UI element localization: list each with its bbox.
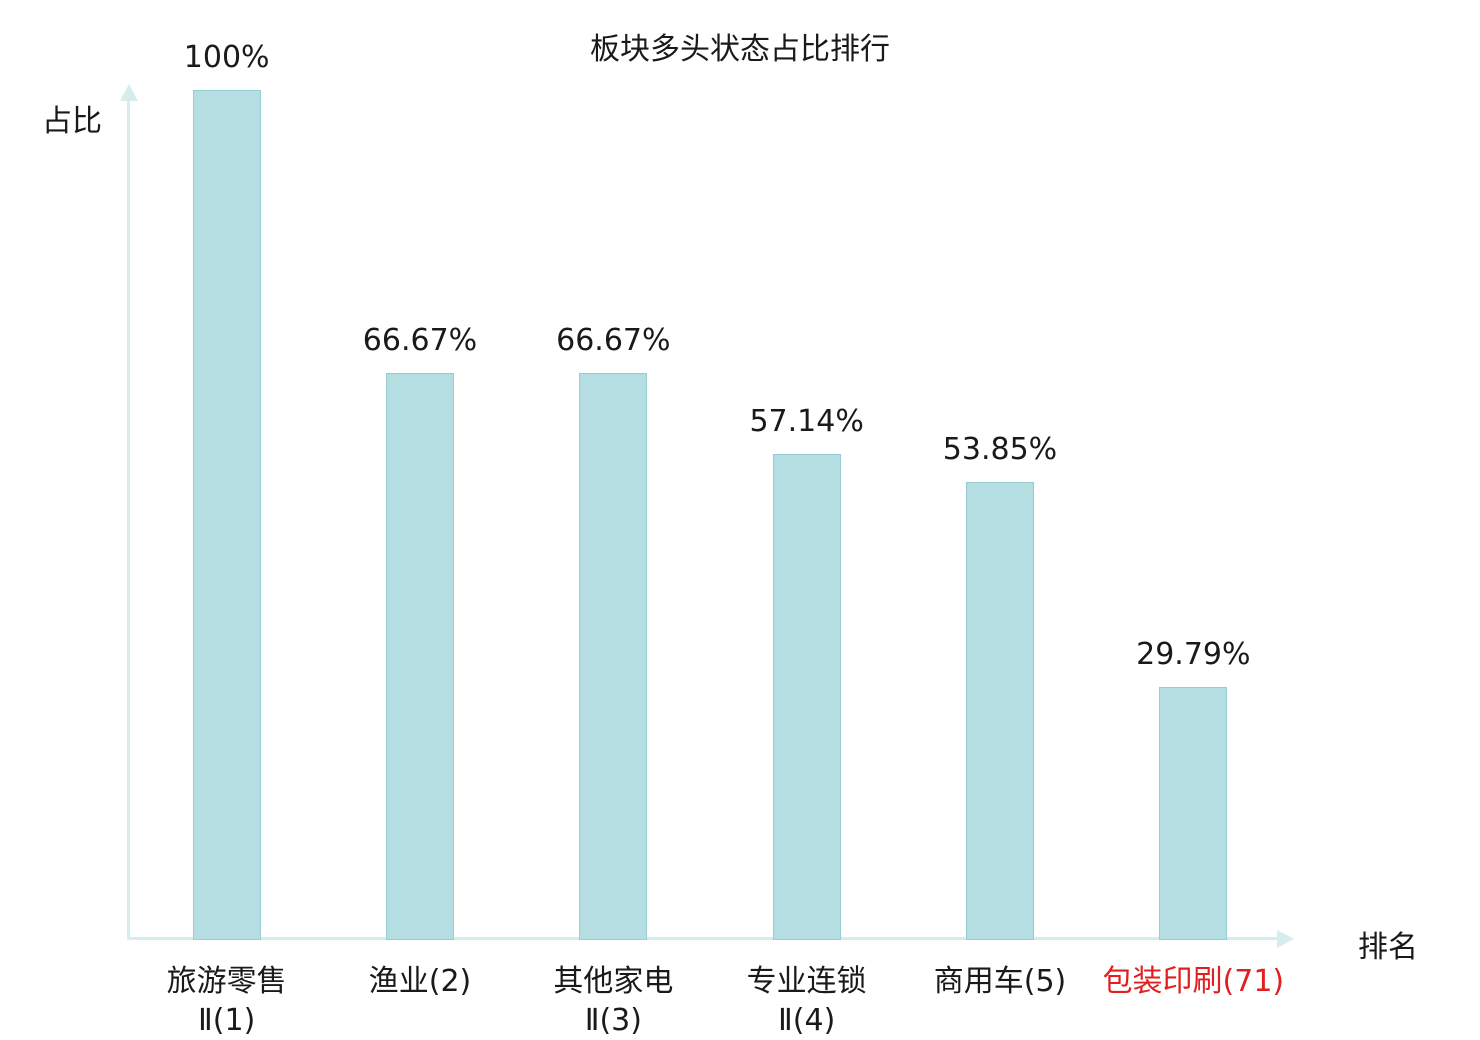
bar [579, 373, 648, 940]
bar-category-label: 专业连锁 Ⅱ(4) [746, 964, 867, 1038]
bar-category-label: 商用车(5) [933, 964, 1067, 999]
bar-value-label: 57.14% [749, 404, 864, 439]
bar-category-label: 包装印刷(71) [1102, 964, 1285, 999]
y-axis-line [127, 100, 130, 940]
bar-value-label: 100% [183, 40, 270, 75]
bar-value-label: 53.85% [942, 432, 1058, 467]
bar-value-label: 29.79% [1136, 637, 1251, 672]
bar [192, 90, 261, 940]
plot-area: 100% 旅游零售 Ⅱ(1) 66.67% 渔业(2) 66.67% 其他家电 Ⅱ(3) 5… [130, 40, 1290, 1038]
chart-title: 板块多头状态占比排行 [590, 32, 890, 67]
x-axis-label: 排名 [1358, 930, 1418, 965]
bar-category-label: 渔业(2) [368, 964, 472, 999]
bar [1159, 687, 1228, 940]
y-axis-arrow-icon [120, 84, 138, 101]
bar-category-label: 旅游零售 Ⅱ(1) [166, 964, 287, 1038]
x-axis-arrow-icon [1277, 930, 1294, 948]
bar-value-label: 66.67% [556, 323, 671, 358]
bar [966, 482, 1034, 940]
bar-category-label: 其他家电 Ⅱ(3) [553, 964, 674, 1038]
y-axis-label: 占比 [42, 104, 102, 139]
bar-value-label: 66.67% [362, 323, 478, 358]
x-axis-line [127, 937, 1279, 940]
bar [772, 454, 841, 940]
bar [386, 373, 454, 940]
